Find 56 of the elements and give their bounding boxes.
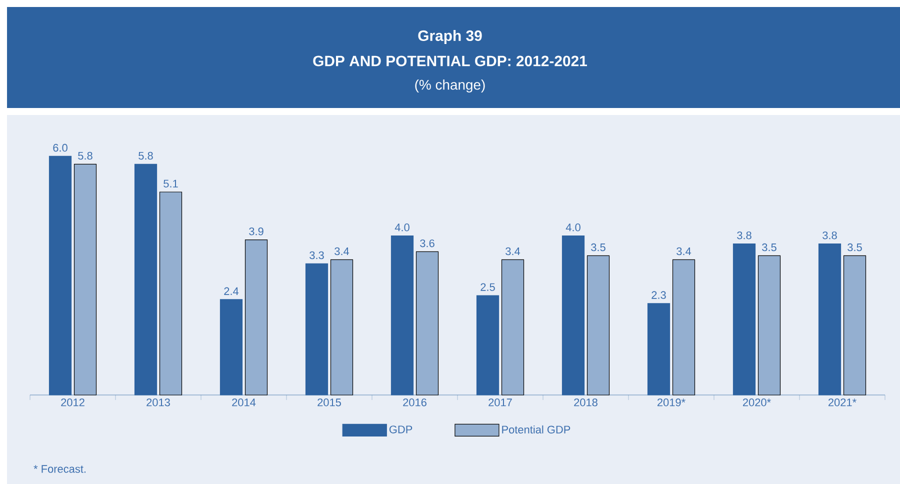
data-label: 3.4 (676, 247, 692, 256)
data-label: 3.8 (822, 231, 837, 240)
x-tick-label: 2014 (232, 398, 256, 406)
data-label: 3.5 (762, 243, 776, 252)
data-label: 6.0 (53, 144, 68, 152)
bar (220, 299, 243, 396)
data-label: 5.8 (78, 152, 92, 160)
bar (647, 303, 670, 396)
bar (476, 295, 500, 396)
data-label: 4.0 (566, 224, 580, 232)
bar (758, 255, 781, 396)
bar (48, 156, 72, 396)
data-label: 5.1 (164, 180, 178, 188)
bar (501, 259, 524, 396)
data-label: 3.5 (848, 243, 862, 252)
bar (732, 243, 756, 396)
data-label: 3.3 (310, 251, 324, 260)
x-tick-label: 2017 (488, 398, 512, 406)
bar (818, 243, 842, 396)
bar (134, 164, 158, 396)
x-tick-label: 2015 (318, 398, 341, 406)
bar (305, 263, 328, 396)
bar (586, 255, 610, 396)
bar (562, 235, 585, 396)
data-label: 2.4 (224, 287, 239, 295)
data-label: 4.0 (394, 224, 410, 232)
legend-label: GDP (389, 426, 412, 434)
bar (159, 192, 182, 396)
x-tick-label: 2021* (828, 398, 856, 406)
bar (74, 164, 97, 396)
chart-title: Graph 39 (418, 30, 482, 44)
data-label: 2.3 (652, 291, 666, 299)
data-label: 5.8 (138, 152, 153, 160)
x-tick-label: 2013 (146, 398, 170, 406)
x-tick-label: 2019* (657, 398, 686, 406)
legend-label: Potential GDP (502, 425, 570, 434)
bar (416, 251, 439, 396)
data-label: 3.9 (249, 228, 264, 236)
x-tick-label: 2012 (61, 398, 84, 406)
data-label: 2.5 (480, 283, 495, 291)
text: (% change) (415, 79, 485, 92)
bar (390, 235, 414, 396)
bar (244, 239, 268, 396)
bar (843, 255, 866, 396)
x-tick-label: 2016 (403, 398, 426, 406)
data-label: 3.4 (334, 247, 350, 256)
x-tick-label: 2018 (574, 398, 598, 406)
bar (672, 259, 696, 396)
chart-subtitle: GDP AND POTENTIAL GDP: 2012-2021 (313, 56, 587, 66)
text: * Forecast. (34, 465, 86, 473)
bar (330, 259, 354, 396)
x-tick-label: 2020* (742, 398, 771, 406)
data-label: 3.4 (506, 247, 520, 256)
data-label: 3.6 (420, 239, 434, 248)
data-label: 3.5 (591, 243, 606, 252)
data-label: 3.8 (737, 231, 752, 240)
